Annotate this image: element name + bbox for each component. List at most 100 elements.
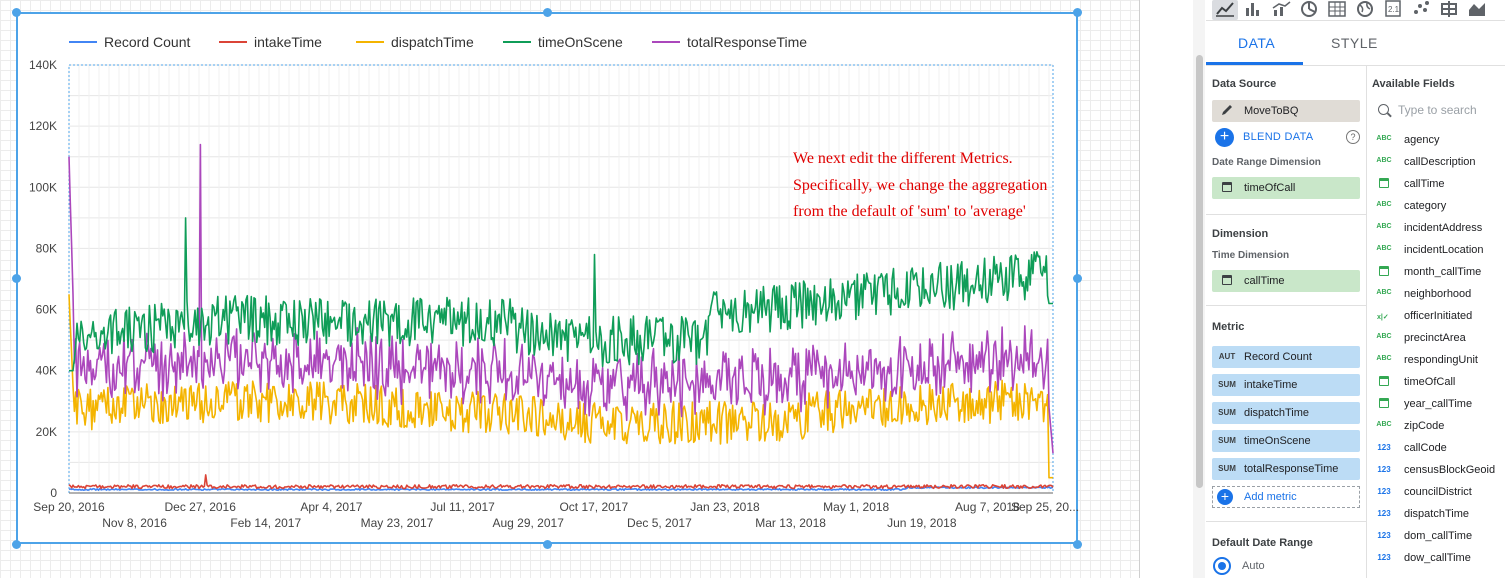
section-divider xyxy=(1206,214,1366,215)
data-source-chip[interactable]: MoveToBQ xyxy=(1212,100,1360,122)
series-line-Record Count[interactable] xyxy=(68,486,1054,492)
y-tick-label: 40K xyxy=(36,364,57,378)
available-field-dispatchTime[interactable]: 123 dispatchTime xyxy=(1372,504,1505,526)
field-name: agency xyxy=(1404,134,1440,146)
legend-item-intakeTime[interactable]: intakeTime xyxy=(219,34,322,50)
available-field-neighborhood[interactable]: ABC neighborhood xyxy=(1372,284,1505,306)
field-name: respondingUnit xyxy=(1404,354,1478,366)
help-icon[interactable]: ? xyxy=(1346,130,1360,144)
time-dimension-chip[interactable]: callTime xyxy=(1212,270,1360,292)
default-date-range-title: Default Date Range xyxy=(1212,537,1313,549)
available-field-incidentLocation[interactable]: ABC incidentLocation xyxy=(1372,240,1505,262)
auto-radio-button[interactable] xyxy=(1213,557,1231,575)
metric-chip-total-response-time[interactable]: SUM totalResponseTime xyxy=(1212,458,1360,480)
number-field-icon: 123 xyxy=(1377,487,1391,496)
legend-item-totalResponseTime[interactable]: totalResponseTime xyxy=(652,34,807,50)
tab-style[interactable]: STYLE xyxy=(1331,35,1378,51)
field-name: category xyxy=(1404,200,1447,212)
legend-item-Record Count[interactable]: Record Count xyxy=(69,34,190,50)
number-field-icon: 123 xyxy=(1377,509,1391,518)
number-field-icon: 123 xyxy=(1377,443,1391,452)
field-name: incidentAddress xyxy=(1404,222,1483,234)
available-field-respondingUnit[interactable]: ABC respondingUnit xyxy=(1372,350,1505,372)
legend-item-dispatchTime[interactable]: dispatchTime xyxy=(356,34,474,50)
available-field-officerInitiated[interactable]: x|✓ officerInitiated xyxy=(1372,306,1505,328)
add-metric-button[interactable]: + Add metric xyxy=(1212,486,1360,508)
legend-item-timeOnScene[interactable]: timeOnScene xyxy=(503,34,623,50)
available-field-incidentAddress[interactable]: ABC incidentAddress xyxy=(1372,218,1505,240)
section-divider xyxy=(1206,305,1366,306)
number-field-icon: 123 xyxy=(1377,465,1391,474)
series-line-dispatchTime[interactable] xyxy=(68,294,1053,479)
resize-handle-left[interactable] xyxy=(12,274,21,283)
resize-handle-right[interactable] xyxy=(1073,274,1082,283)
legend-label: dispatchTime xyxy=(391,34,474,50)
metric-chip-intake-time[interactable]: SUM intakeTime xyxy=(1212,374,1360,396)
x-tick-label: Jul 11, 2017 xyxy=(430,500,495,514)
panel-scrollbar-thumb[interactable] xyxy=(1196,55,1203,488)
scatter-chart-icon[interactable] xyxy=(1408,0,1434,20)
available-field-timeOfCall[interactable]: timeOfCall xyxy=(1372,372,1505,394)
calendar-icon xyxy=(1216,180,1238,196)
available-field-precinctArea[interactable]: ABC precinctArea xyxy=(1372,328,1505,350)
series-line-timeOnScene[interactable] xyxy=(69,217,1053,372)
available-field-callDescription[interactable]: ABC callDescription xyxy=(1372,152,1505,174)
pencil-icon[interactable] xyxy=(1216,103,1238,119)
resize-handle-bottom-left[interactable] xyxy=(12,540,21,549)
svg-text:2.1: 2.1 xyxy=(1388,5,1400,14)
available-field-dom_callTime[interactable]: 123 dom_callTime xyxy=(1372,526,1505,548)
scorecard-icon[interactable]: 2.1 xyxy=(1380,0,1406,20)
available-field-councilDistrict[interactable]: 123 councilDistrict xyxy=(1372,482,1505,504)
available-field-month_callTime[interactable]: month_callTime xyxy=(1372,262,1505,284)
calendar-icon xyxy=(1216,273,1238,289)
date-range-dimension-field: timeOfCall xyxy=(1244,182,1296,194)
pivot-table-icon[interactable] xyxy=(1436,0,1462,20)
aggregation-badge[interactable]: SUM xyxy=(1218,408,1236,417)
aggregation-badge[interactable]: AUT xyxy=(1218,352,1236,361)
blend-data-plus-icon[interactable]: + xyxy=(1215,128,1234,147)
pie-chart-icon[interactable] xyxy=(1296,0,1322,20)
x-tick-label: Apr 4, 2017 xyxy=(300,500,362,514)
metric-chip-time-on-scene[interactable]: SUM timeOnScene xyxy=(1212,430,1360,452)
available-field-censusBlockGeoid[interactable]: 123 censusBlockGeoid xyxy=(1372,460,1505,482)
series-line-totalResponseTime[interactable] xyxy=(68,143,1054,454)
aggregation-badge[interactable]: SUM xyxy=(1218,464,1236,473)
geo-map-icon[interactable] xyxy=(1352,0,1378,20)
resize-handle-bottom[interactable] xyxy=(543,540,552,549)
table-icon[interactable] xyxy=(1324,0,1350,20)
metric-chip-dispatch-time[interactable]: SUM dispatchTime xyxy=(1212,402,1360,424)
resize-handle-bottom-right[interactable] xyxy=(1073,540,1082,549)
date-range-dimension-chip[interactable]: timeOfCall xyxy=(1212,177,1360,199)
tab-data[interactable]: DATA xyxy=(1238,35,1276,51)
x-tick-label: Feb 14, 2017 xyxy=(230,516,301,530)
resize-handle-top-right[interactable] xyxy=(1073,8,1082,17)
aggregation-badge[interactable]: SUM xyxy=(1218,380,1236,389)
available-field-year_callTime[interactable]: year_callTime xyxy=(1372,394,1505,416)
time-series-chart-icon[interactable] xyxy=(1212,0,1238,20)
text-field-icon: ABC xyxy=(1376,333,1392,340)
auto-radio-label[interactable]: Auto xyxy=(1242,560,1265,572)
aggregation-badge[interactable]: SUM xyxy=(1218,436,1236,445)
available-field-callTime[interactable]: callTime xyxy=(1372,174,1505,196)
resize-handle-top-left[interactable] xyxy=(12,8,21,17)
series-line-intakeTime[interactable] xyxy=(68,474,1054,490)
metric-name: Record Count xyxy=(1244,351,1312,363)
time-series-chart[interactable]: Record Count intakeTime dispatchTime timeOn… xyxy=(0,0,1140,578)
available-field-dow_callTime[interactable]: 123 dow_callTime xyxy=(1372,548,1505,570)
available-field-category[interactable]: ABC category xyxy=(1372,196,1505,218)
available-field-agency[interactable]: ABC agency xyxy=(1372,130,1505,152)
resize-handle-top[interactable] xyxy=(543,8,552,17)
available-field-zipCode[interactable]: ABC zipCode xyxy=(1372,416,1505,438)
metric-chip-record-count[interactable]: AUT Record Count xyxy=(1212,346,1360,368)
x-tick-label: Jun 19, 2018 xyxy=(887,516,957,530)
combo-chart-icon[interactable] xyxy=(1268,0,1294,20)
metric-name: intakeTime xyxy=(1244,379,1298,391)
blend-data-button[interactable]: BLEND DATA xyxy=(1243,131,1314,143)
x-tick-label: Mar 13, 2018 xyxy=(755,516,826,530)
bar-chart-icon[interactable] xyxy=(1240,0,1266,20)
field-search-input[interactable] xyxy=(1398,101,1503,119)
available-field-callCode[interactable]: 123 callCode xyxy=(1372,438,1505,460)
canvas-divider xyxy=(1139,0,1140,578)
area-chart-icon[interactable] xyxy=(1464,0,1490,20)
y-tick-label: 60K xyxy=(36,303,57,317)
